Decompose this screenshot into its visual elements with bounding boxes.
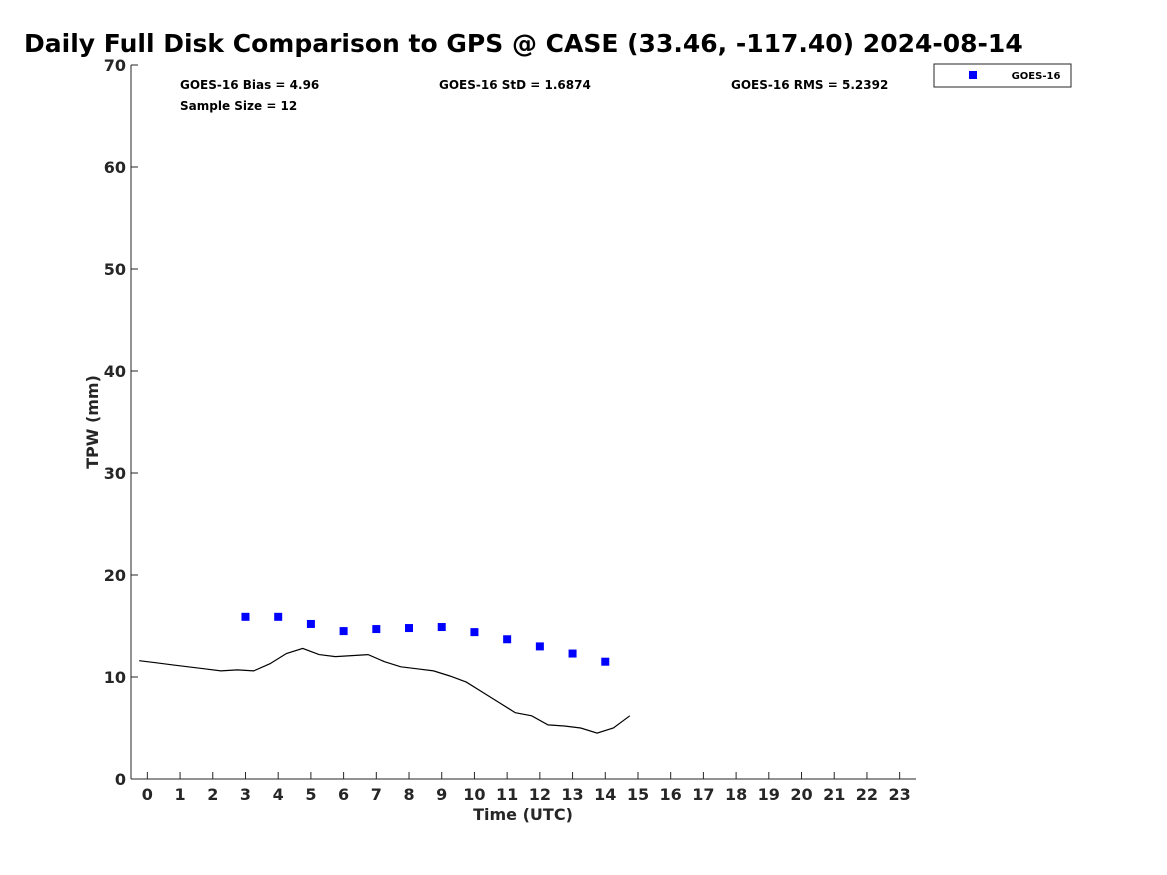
y-tick-label: 70 (104, 56, 126, 75)
x-tick-label: 0 (142, 785, 153, 804)
x-tick-label: 20 (790, 785, 812, 804)
x-tick-label: 17 (692, 785, 714, 804)
legend-label: GOES-16 (1012, 71, 1061, 82)
x-ticks: 0 1 2 3 4 5 6 7 8 9 10 11 12 13 14 15 16 17 18 19 20 21 22 23 (142, 772, 911, 804)
series-line (139, 647, 631, 734)
y-tick-label: 50 (104, 260, 126, 279)
data-point (372, 625, 381, 634)
y-tick-label: 10 (104, 668, 126, 687)
plot-axes (130, 65, 916, 780)
data-point (241, 612, 250, 621)
legend: GOES-16 (933, 63, 1072, 88)
x-tick-label: 14 (594, 785, 616, 804)
stat-bias: GOES-16 Bias = 4.96 (180, 78, 319, 92)
y-ticks: 0 10 20 30 40 50 60 70 (104, 56, 138, 789)
data-point (405, 624, 414, 633)
x-tick-label: 18 (725, 785, 747, 804)
x-tick-label: 12 (529, 785, 551, 804)
y-axis-title: TPW (mm) (83, 375, 102, 469)
data-point (568, 649, 577, 658)
x-tick-label: 21 (823, 785, 845, 804)
data-point (601, 657, 610, 666)
y-tick-label: 0 (115, 770, 126, 789)
chart-title: Daily Full Disk Comparison to GPS @ CASE… (24, 29, 1023, 58)
data-point (306, 619, 315, 628)
data-point (470, 628, 479, 637)
x-tick-label: 10 (463, 785, 485, 804)
x-tick-label: 4 (273, 785, 284, 804)
x-tick-label: 5 (305, 785, 316, 804)
y-tick-label: 20 (104, 566, 126, 585)
stat-sample-size: Sample Size = 12 (180, 99, 297, 113)
x-tick-label: 2 (207, 785, 218, 804)
x-tick-label: 22 (856, 785, 878, 804)
y-tick-label: 40 (104, 362, 126, 381)
x-tick-label: 23 (889, 785, 911, 804)
legend-box (933, 63, 1072, 88)
x-tick-label: 3 (240, 785, 251, 804)
x-tick-label: 19 (758, 785, 780, 804)
x-axis-title: Time (UTC) (473, 805, 573, 824)
marker-series (241, 612, 610, 666)
x-tick-label: 6 (338, 785, 349, 804)
line-series (139, 647, 631, 734)
data-point (503, 635, 512, 644)
y-tick-label: 30 (104, 464, 126, 483)
legend-marker (969, 71, 977, 79)
x-tick-label: 8 (403, 785, 414, 804)
data-point (437, 623, 446, 632)
data-point (339, 627, 348, 636)
x-tick-label: 15 (627, 785, 649, 804)
x-tick-label: 7 (371, 785, 382, 804)
stat-std: GOES-16 StD = 1.6874 (439, 78, 591, 92)
y-tick-label: 60 (104, 158, 126, 177)
x-tick-label: 16 (660, 785, 682, 804)
x-tick-label: 11 (496, 785, 518, 804)
data-point (535, 642, 544, 651)
stat-rms: GOES-16 RMS = 5.2392 (731, 78, 888, 92)
x-tick-label: 9 (436, 785, 447, 804)
x-tick-label: 13 (561, 785, 583, 804)
data-point (274, 612, 283, 621)
x-tick-label: 1 (174, 785, 185, 804)
